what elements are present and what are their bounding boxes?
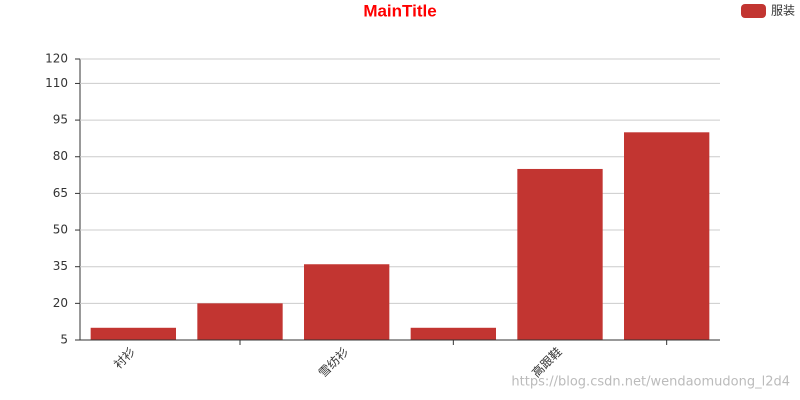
- bar: [517, 168, 603, 340]
- legend-label: 服装: [771, 4, 795, 18]
- y-tick-label: 110: [45, 76, 68, 90]
- legend-swatch: [741, 4, 766, 18]
- y-tick-label: 50: [53, 223, 68, 237]
- bar: [410, 327, 496, 340]
- bar: [90, 327, 176, 340]
- bar: [304, 264, 390, 340]
- chart-title: MainTitle: [363, 1, 436, 20]
- y-tick-label: 20: [53, 296, 68, 310]
- bar: [624, 132, 710, 340]
- x-tick-label: 雪纺衫: [316, 345, 351, 380]
- y-tick-label: 80: [53, 149, 68, 163]
- y-tick-label: 35: [53, 259, 68, 273]
- bar: [197, 303, 283, 340]
- y-tick-label: 5: [60, 333, 68, 347]
- y-tick-label: 65: [53, 186, 68, 200]
- y-tick-label: 95: [53, 113, 68, 127]
- watermark: https://blog.csdn.net/wendaomudong_l2d4: [511, 375, 790, 390]
- y-tick-label: 120: [45, 52, 68, 66]
- x-tick-label: 衬衫: [111, 345, 138, 372]
